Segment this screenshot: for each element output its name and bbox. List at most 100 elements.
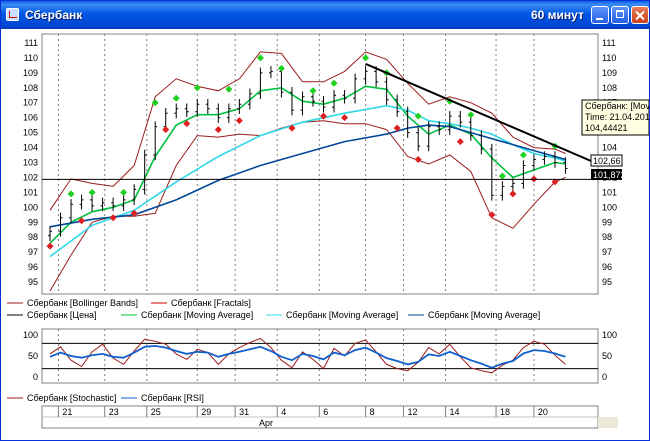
y-tick-label-left: 95 [28, 277, 38, 287]
date-tick-label: 18 [500, 407, 510, 417]
date-axis: 21 23 25 29 31 4 6 8 12 14 18 20 [57, 406, 548, 417]
legend-stochastic: Сбербанк [Stochastic] [27, 393, 116, 403]
y-tick-label-left: 98 [28, 232, 38, 242]
legend-oscillator: Сбербанк [Stochastic] Сбербанк [RSI] [7, 393, 204, 403]
chart-app-icon [6, 8, 19, 21]
oscillator-y-axis-left: 0 50 100 [23, 330, 38, 382]
fractal-up-marker [225, 85, 233, 93]
fractal-up-marker [151, 99, 159, 107]
y-tick-label-left: 105 [23, 128, 38, 138]
y-tick-label-left: 109 [23, 68, 38, 78]
trend-line[interactable] [365, 62, 599, 165]
fractal-up-marker [172, 94, 180, 102]
fractal-down-marker [109, 214, 117, 222]
oscillator-plot-frame [41, 328, 599, 384]
fractal-down-marker [456, 138, 464, 146]
fractal-up-marker [498, 172, 506, 180]
osc-y-tick-left: 0 [33, 372, 38, 382]
y-tick-label-right: 101 [602, 187, 617, 197]
oscillator-y-axis-right: 0 50 100 [602, 330, 617, 382]
fractal-up-marker [88, 188, 96, 196]
tooltip-line-1: Сбербанк: [Moving [585, 101, 649, 111]
y-tick-label-left: 111 [24, 38, 38, 48]
legend-price: Сбербанк [Bollinger Bands] Сбербанк [Fra… [7, 298, 540, 320]
y-tick-label-left: 97 [28, 247, 38, 257]
y-tick-label-left: 99 [28, 217, 38, 227]
date-tick-label: 20 [538, 407, 548, 417]
fractal-up-marker [362, 54, 370, 62]
minimize-button[interactable] [591, 6, 609, 24]
fractal-down-marker [341, 114, 349, 122]
y-tick-label-right: 95 [602, 277, 612, 287]
fractal-up-marker [277, 64, 285, 72]
date-tick-label: 21 [62, 407, 72, 417]
month-label: Apr [259, 418, 273, 428]
price-y-axis-left: 95 96 97 98 99 100 101 102 103 104 105 106 107 108 109… [23, 38, 38, 287]
osc-y-tick-left: 100 [23, 330, 38, 340]
timeframe-label: 60 минут [531, 8, 584, 22]
y-tick-label-left: 96 [28, 262, 38, 272]
fractal-down-marker [320, 112, 328, 120]
date-tick-label: 4 [281, 407, 286, 417]
y-tick-label-right: 97 [602, 247, 612, 257]
y-tick-label-right: 99 [602, 217, 612, 227]
date-tick-label: 6 [323, 407, 328, 417]
fractal-up-marker [414, 112, 422, 120]
date-tick-label: 31 [239, 407, 249, 417]
fractal-up-marker [309, 87, 317, 95]
y-tick-label-left: 110 [24, 53, 38, 63]
y-tick-label-left: 106 [23, 113, 38, 123]
fractal-up-marker [256, 54, 264, 62]
y-tick-label-left: 104 [23, 143, 38, 153]
fractal-down-marker [488, 211, 496, 219]
tooltip-line-3: 104,44421 [585, 123, 628, 133]
bollinger-upper-line [49, 51, 566, 211]
y-tick-label-right: 100 [602, 202, 617, 212]
fractal-up-marker [193, 84, 201, 92]
window-title: Сбербанк [25, 8, 83, 22]
size-grip[interactable] [598, 417, 618, 428]
y-tick-label-right: 110 [602, 53, 616, 63]
fractal-up-marker [467, 111, 475, 119]
y-tick-label-left: 100 [23, 202, 38, 212]
fractal-down-marker [235, 117, 243, 125]
legend-rsi: Сбербанк [RSI] [141, 393, 204, 403]
maximize-button[interactable] [611, 6, 629, 24]
y-tick-label-right: 108 [602, 83, 617, 93]
fractals-group [46, 54, 559, 250]
fractal-down-marker [183, 120, 191, 128]
fractal-up-marker [519, 151, 527, 159]
y-tick-label-left: 103 [23, 158, 38, 168]
legend-fractals: Сбербанк [Fractals] [171, 298, 251, 308]
date-tick-label: 8 [370, 407, 375, 417]
date-tick-label: 29 [201, 407, 211, 417]
fractal-down-marker [288, 124, 296, 132]
price-grid [57, 34, 535, 294]
y-tick-label-right: 96 [602, 262, 612, 272]
date-tick-label: 14 [450, 407, 460, 417]
y-tick-label-left: 102 [23, 172, 38, 182]
rsi-line [49, 344, 566, 369]
y-tick-label-left: 107 [23, 98, 38, 108]
close-button[interactable] [631, 6, 649, 24]
price-plot-frame [41, 33, 599, 295]
fractal-down-marker [214, 126, 222, 134]
fractal-down-marker [130, 209, 138, 217]
title-bar[interactable]: Сбербанк 60 минут [1, 1, 649, 29]
chart-area: 95 96 97 98 99 100 101 102 103 104 105 106 107 108 109… [7, 33, 649, 429]
legend-ma2: Сбербанк [Moving Average] [286, 310, 398, 320]
y-tick-label-right: 111 [602, 38, 616, 48]
fractal-down-marker [162, 126, 170, 134]
legend-price-series: Сбербанк [Цена] [27, 310, 97, 320]
osc-y-tick-right: 100 [602, 330, 617, 340]
osc-y-tick-right: 0 [602, 372, 607, 382]
osc-y-tick-right: 50 [602, 351, 612, 361]
y-tick-label-right: 98 [602, 232, 612, 242]
fractal-down-marker [78, 217, 86, 225]
date-tick-label: 12 [407, 407, 417, 417]
date-tick-label: 23 [109, 407, 119, 417]
fractal-up-marker [67, 190, 75, 198]
y-tick-label-left: 108 [23, 83, 38, 93]
